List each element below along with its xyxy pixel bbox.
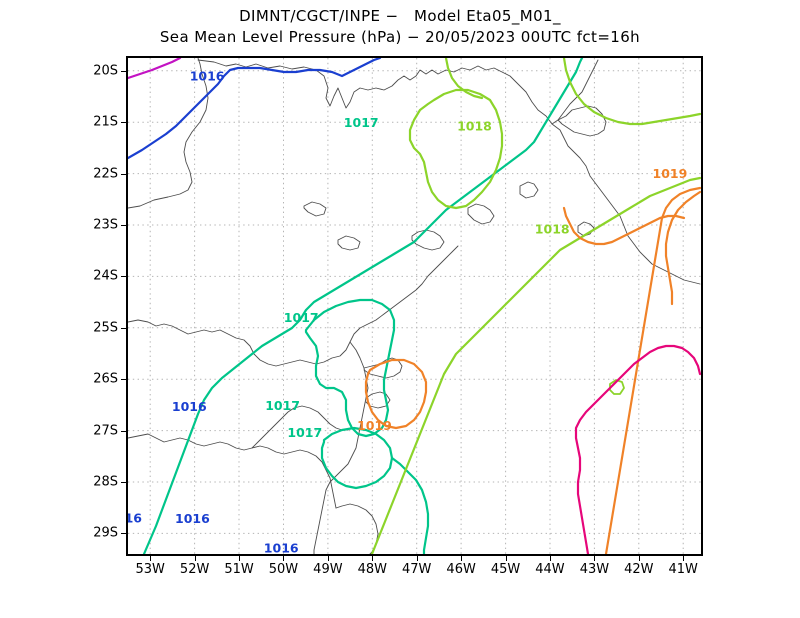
contour-layer: [128, 58, 701, 554]
x-axis-tick-mark: [283, 556, 285, 561]
y-axis-tick-label: 20S: [93, 63, 118, 79]
x-axis-tick-label: 41W: [668, 562, 698, 577]
y-axis-tick-label: 23S: [93, 217, 118, 233]
x-axis-tick-mark: [549, 556, 551, 561]
y-axis-tick-label: 21S: [93, 114, 118, 130]
x-axis-tick-label: 53W: [135, 562, 165, 577]
x-axis-tick-mark: [461, 556, 463, 561]
y-axis-tick-label: 29S: [93, 525, 118, 541]
contour-label: 1019: [653, 166, 688, 181]
contour-1017-south: [390, 456, 430, 554]
contour-1017-closed-a: [304, 298, 396, 438]
x-axis-tick-label: 42W: [624, 562, 654, 577]
coastline-layer: [128, 58, 701, 554]
y-axis-tick-label: 26S: [93, 371, 118, 387]
y-axis-tick-label: 28S: [93, 474, 118, 490]
contour-label: 1017: [284, 310, 319, 325]
contour-label: 1018: [535, 222, 570, 237]
contour-svg: 1016 1017 1018 1018 1019 1017 1017 1017 1016 1019…: [128, 58, 701, 554]
x-axis-tick-label: 50W: [268, 562, 299, 577]
x-axis-tick-label: 43W: [579, 562, 610, 577]
contour-label: 1017: [265, 398, 300, 413]
contour-1015: [128, 58, 182, 80]
y-axis-tick-mark: [121, 430, 126, 432]
contour-label: 1016: [190, 69, 225, 84]
y-axis-tick-mark: [121, 533, 126, 535]
title-line-2: Sea Mean Level Pressure (hPa) − 20/05/20…: [159, 28, 641, 46]
y-axis-tick-label: 25S: [93, 320, 118, 336]
contour-1019-hook: [664, 190, 701, 306]
contour-label: 1018: [457, 118, 492, 133]
x-axis-tick-mark: [327, 556, 329, 561]
y-axis-tick-mark: [121, 122, 126, 124]
x-axis-tick-mark: [638, 556, 640, 561]
x-axis-tick-mark: [372, 556, 374, 561]
contour-label: 1016: [264, 540, 299, 554]
contour-label: 1016: [172, 399, 207, 414]
x-axis-tick-mark: [416, 556, 418, 561]
y-axis-tick-mark: [121, 225, 126, 227]
contour-1018-n: [444, 58, 484, 100]
y-axis-tick-label: 24S: [93, 268, 118, 284]
y-axis-tick-mark: [121, 173, 126, 175]
contour-1018-loop: [408, 88, 504, 210]
x-axis-tick-mark: [239, 556, 241, 561]
contour-1017-main: [142, 58, 584, 554]
x-axis-tick-label: 49W: [313, 562, 343, 577]
x-axis-tick-mark: [683, 556, 685, 561]
figure-title: DIMNT/CGCT/INPE − Model Eta05_M01_ Sea M…: [0, 6, 800, 48]
contour-1019-ne: [562, 206, 686, 246]
x-axis-tick-mark: [150, 556, 152, 561]
y-axis-tick-mark: [121, 379, 126, 381]
contour-1020-magenta: [574, 344, 701, 554]
contour-1016-north: [128, 58, 382, 160]
x-axis-tick-mark: [194, 556, 196, 561]
x-axis-tick-label: 45W: [490, 562, 521, 577]
contour-1017-closed-b: [320, 426, 394, 490]
y-axis-tick-label: 22S: [93, 166, 118, 182]
title-line-1: DIMNT/CGCT/INPE − Model Eta05_M01_: [239, 7, 561, 25]
y-axis-tick-mark: [121, 482, 126, 484]
x-axis-tick-mark: [505, 556, 507, 561]
y-axis-tick-mark: [121, 276, 126, 278]
contour-1018-coast: [370, 176, 701, 554]
contour-1019-closed: [364, 358, 428, 430]
contour-label: 1017: [287, 425, 322, 440]
contour-label: 1019: [357, 418, 392, 433]
contour-label: 16: [128, 511, 142, 526]
y-axis-tick-label: 27S: [93, 423, 118, 439]
y-axis-tick-mark: [121, 327, 126, 329]
x-axis-tick-label: 52W: [179, 562, 210, 577]
x-axis-tick-label: 48W: [357, 562, 387, 577]
y-axis-tick-mark: [121, 70, 126, 72]
x-axis-tick-label: 46W: [446, 562, 476, 577]
contour-1019-east: [604, 186, 701, 554]
contour-label-layer: 1016 1017 1018 1018 1019 1017 1017 1017 1016 1019…: [128, 69, 687, 555]
x-axis-tick-label: 44W: [535, 562, 565, 577]
contour-label: 1017: [344, 115, 379, 130]
contour-1018-ne: [562, 58, 701, 126]
x-axis-tick-label: 51W: [224, 562, 254, 577]
x-axis-tick-mark: [594, 556, 596, 561]
x-axis-tick-label: 47W: [402, 562, 432, 577]
contour-plot-area: 1016 1017 1018 1018 1019 1017 1017 1017 1016 1019…: [126, 56, 703, 556]
contour-label: 1016: [175, 511, 210, 526]
